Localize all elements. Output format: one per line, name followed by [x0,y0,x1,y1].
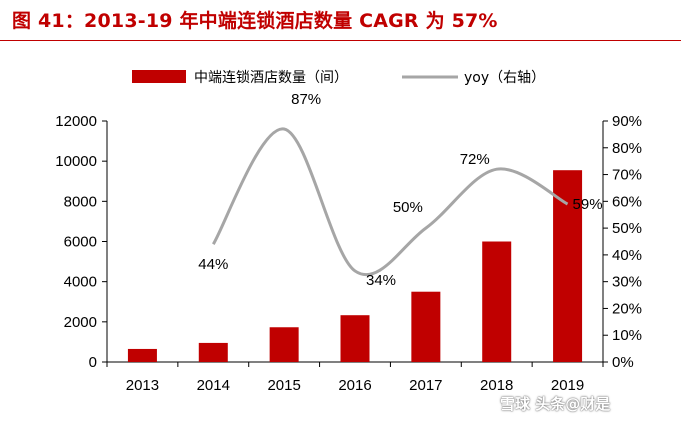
yoy-data-label: 59% [573,196,603,213]
right-axis-tick-label: 80% [612,140,642,157]
yoy-series-line [212,127,569,277]
right-axis-tick-label: 0% [612,354,634,371]
x-axis-tick-label: 2013 [126,377,159,394]
right-axis-tick-label: 20% [612,300,642,317]
left-axis-tick-label: 0 [89,354,97,371]
legend: 中端连锁酒店数量（间） yoy（右轴） [132,70,545,86]
bar [411,291,441,362]
bar [269,327,299,362]
left-axis-tick-label: 12000 [55,113,97,130]
legend-bar-swatch [132,70,186,83]
bars [127,170,583,362]
yoy-data-label: 34% [366,272,396,289]
legend-bar-label: 中端连锁酒店数量（间） [194,70,348,86]
x-axis-tick-label: 2014 [197,377,230,394]
bar [482,241,512,362]
x-axis-tick-label: 2016 [338,377,371,394]
bar [340,315,370,362]
x-axis-tick-label: 2017 [409,377,442,394]
left-axis-tick-label: 8000 [64,193,97,210]
bar [553,170,583,362]
right-axis-tick-label: 40% [612,247,642,264]
legend-line-label: yoy（右轴） [464,70,545,86]
right-axis-tick-label: 70% [612,167,642,184]
left-axis-tick-label: 2000 [64,314,97,331]
x-axis-tick-label: 2019 [551,377,584,394]
watermark: 雪球 头条@财是 [500,395,611,413]
axes: 0 2000 4000 6000 8000 10000 12000 0% 10% 20% 30% 40… [55,113,642,394]
right-axis-tick-label: 50% [612,220,642,237]
bar [198,342,228,362]
x-axis-tick-label: 2015 [267,377,300,394]
yoy-data-label: 50% [393,199,423,216]
right-axis-tick-label: 10% [612,327,642,344]
left-axis-tick-label: 6000 [64,234,97,251]
title-rule [0,40,681,41]
yoy-data-label: 87% [291,91,321,108]
yoy-data-label: 44% [198,256,228,273]
data-labels: 44% 87% 34% 50% 72% 59% [198,91,602,289]
bar [127,348,157,362]
left-axis-tick-label: 4000 [64,274,97,291]
figure-title: 图 41：2013-19 年中端连锁酒店数量 CAGR 为 57% [12,10,498,32]
left-axis-tick-label: 10000 [55,153,97,170]
yoy-line [212,127,569,277]
yoy-data-label: 72% [460,151,490,168]
x-axis-tick-label: 2018 [480,377,513,394]
right-axis-tick-label: 60% [612,193,642,210]
right-axis-tick-label: 90% [612,113,642,130]
right-axis-tick-label: 30% [612,274,642,291]
